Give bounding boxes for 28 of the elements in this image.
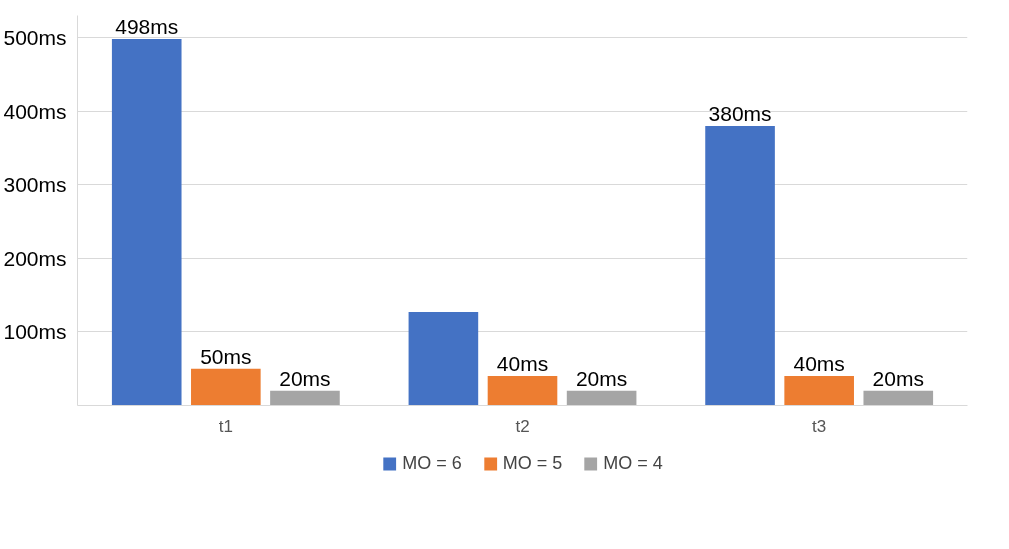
data-label: 20ms <box>279 366 331 390</box>
data-label: 380ms <box>708 101 772 125</box>
data-label: 20ms <box>872 366 924 390</box>
bar <box>270 390 340 406</box>
bar <box>705 125 775 406</box>
y-tick-label: 200ms <box>3 246 67 270</box>
bar <box>784 376 854 406</box>
bar <box>863 390 934 406</box>
x-tick-label: t1 <box>218 416 233 436</box>
bar <box>111 39 182 406</box>
y-tick-label: 400ms <box>3 99 67 123</box>
data-label: 498ms <box>115 15 179 39</box>
y-tick-label: 300ms <box>3 173 67 197</box>
bar <box>487 376 558 406</box>
legend-label: MO = 5 <box>502 452 563 474</box>
data-label: 20ms <box>575 366 628 390</box>
x-tick-label: t2 <box>515 416 530 436</box>
y-tick-label: 100ms <box>3 320 67 344</box>
data-label: 40ms <box>496 352 549 376</box>
x-tick-label: t3 <box>812 416 827 436</box>
bar <box>191 368 261 406</box>
bar <box>408 312 479 406</box>
data-label: 40ms <box>793 352 845 376</box>
bar <box>566 390 637 406</box>
legend-label: MO = 6 <box>402 452 462 474</box>
data-label: 50ms <box>200 344 252 368</box>
y-tick-label: 500ms <box>3 26 67 50</box>
legend-label: MO = 4 <box>603 452 663 474</box>
